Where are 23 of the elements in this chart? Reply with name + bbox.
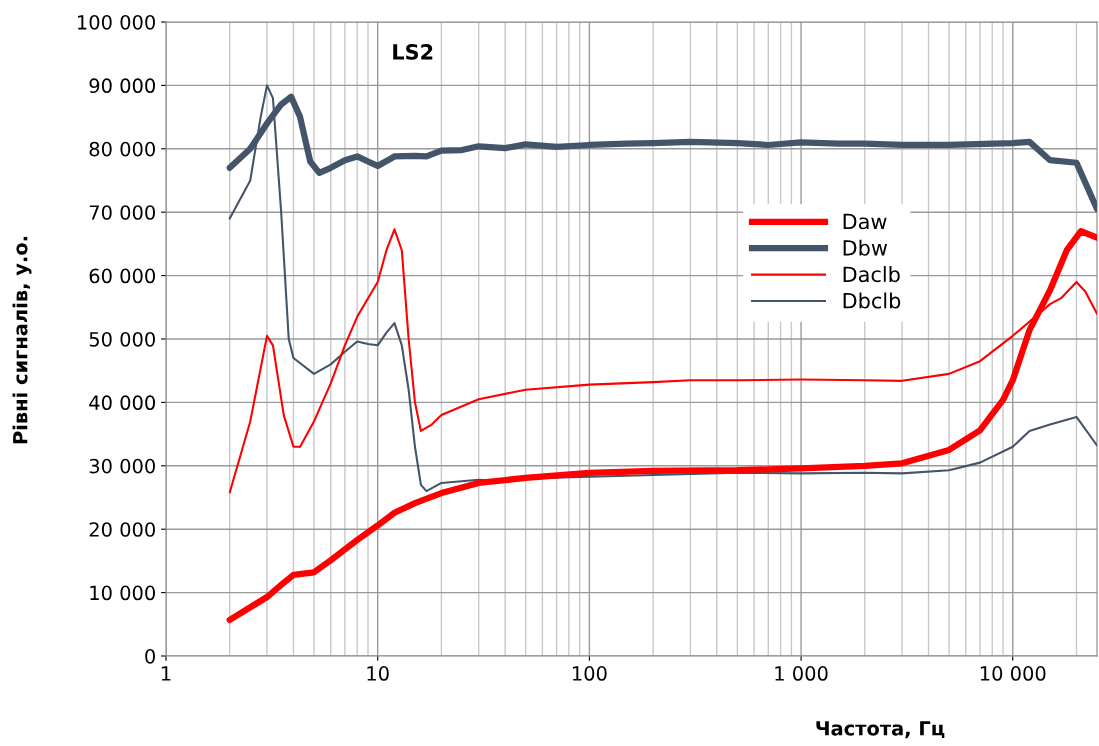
- y-tick-label: 30 000: [89, 458, 155, 474]
- x-tick-label: 1 000: [775, 666, 828, 681]
- y-tick-label: 40 000: [89, 395, 155, 411]
- x-tick-label: 100: [572, 666, 607, 681]
- x-tick-label: 10: [367, 666, 389, 681]
- y-tick-label: 0: [145, 648, 155, 664]
- x-tick-label: 10 000: [980, 666, 1046, 681]
- legend-label: Daclb: [843, 266, 900, 283]
- legend-label: Dbclb: [843, 292, 901, 309]
- x-axis-title: Частота, Гц: [816, 721, 945, 739]
- y-tick-label: 100 000: [78, 14, 155, 30]
- legend-label: Dbw: [843, 239, 888, 256]
- y-tick-label: 80 000: [89, 141, 155, 157]
- text: LS2: [393, 43, 433, 60]
- y-axis-title: Рівні сигналів, у.о.: [12, 236, 32, 444]
- x-tick-label: 1: [161, 666, 171, 681]
- y-tick-label: 90 000: [89, 78, 155, 94]
- legend-label: Daw: [843, 213, 887, 230]
- y-tick-label: 10 000: [90, 585, 155, 601]
- y-tick-label: 60 000: [89, 268, 155, 284]
- y-tick-label: 20 000: [89, 522, 155, 537]
- y-tick-label: 50 000: [89, 331, 155, 347]
- y-tick-label: 70 000: [89, 205, 155, 220]
